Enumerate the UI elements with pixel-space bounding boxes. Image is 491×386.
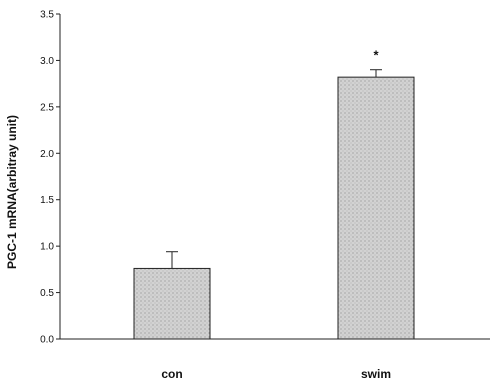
- y-tick-label: 1.5: [40, 195, 54, 206]
- significance-marker-swim: *: [373, 48, 379, 63]
- x-tick-label-con: con: [161, 367, 182, 381]
- y-tick-label: 1.0: [40, 242, 54, 253]
- x-tick-label-swim: swim: [361, 367, 391, 381]
- y-tick-label: 2.5: [40, 102, 54, 113]
- bar-con: [133, 267, 211, 340]
- axes: 0.0 0.5 1.0 1.5 2.0 2.5 3.0 3.5: [40, 10, 490, 346]
- bar-swim: [337, 76, 415, 340]
- y-tick-label: 3.5: [40, 10, 54, 21]
- y-tick-label: 3.0: [40, 56, 54, 67]
- y-axis-label: PGC-1 mRNA(arbitray unit): [5, 115, 19, 269]
- y-tick-label: 2.0: [40, 149, 54, 160]
- y-tick-label: 0.0: [40, 335, 54, 346]
- y-tick-label: 0.5: [40, 288, 54, 299]
- bars: con * swim: [133, 48, 415, 381]
